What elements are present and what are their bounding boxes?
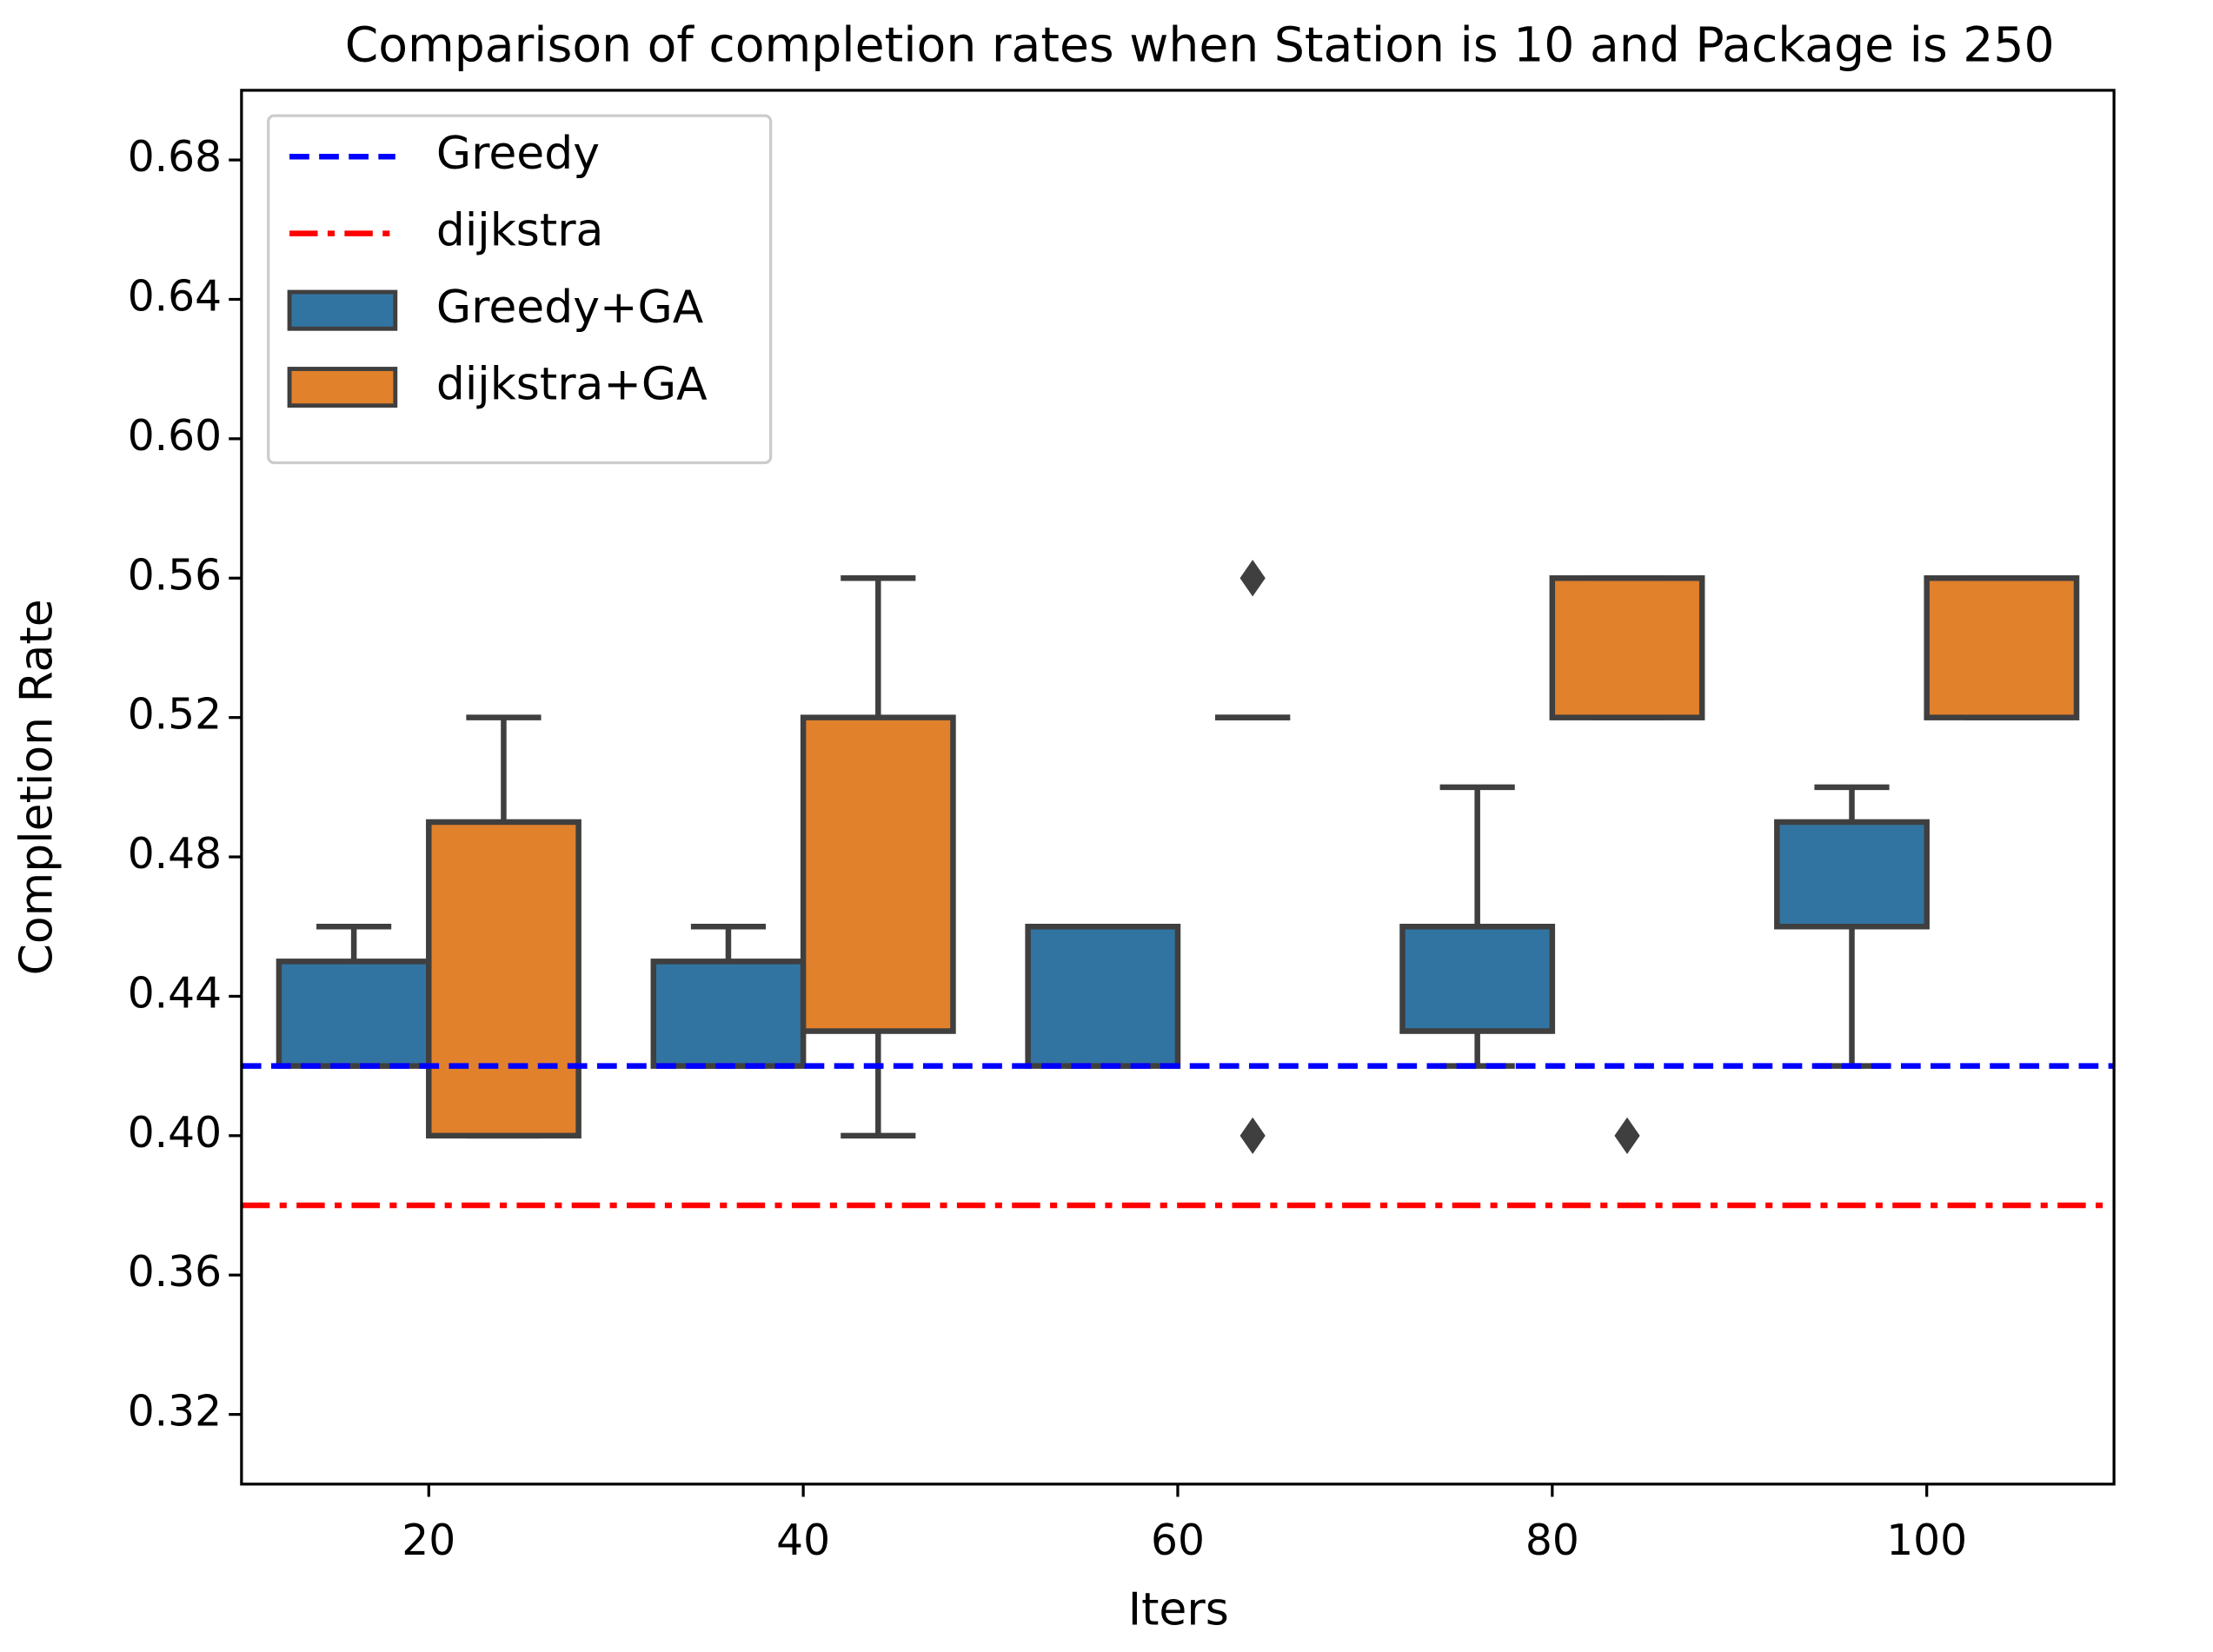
- legend-label: dijkstra+GA: [436, 359, 708, 411]
- outlier: [1239, 1117, 1266, 1154]
- legend-swatch: [287, 367, 398, 408]
- y-tick-label: 0.60: [128, 412, 222, 461]
- legend-label: dijkstra: [436, 205, 604, 257]
- y-tick-label: 0.44: [128, 969, 222, 1018]
- outlier: [1239, 560, 1266, 597]
- box: [1025, 924, 1181, 1069]
- x-tick-label: 80: [1525, 1516, 1579, 1565]
- y-axis-label: Completion Rate: [11, 599, 63, 975]
- y-tick-label: 0.52: [128, 691, 222, 740]
- chart-title: Comparison of completion rates when Stat…: [345, 17, 2055, 73]
- box: [1774, 819, 1930, 930]
- box: [1924, 575, 2080, 720]
- outlier: [1614, 1117, 1640, 1154]
- y-tick-label: 0.56: [128, 551, 222, 600]
- legend-label: Greedy: [436, 128, 600, 180]
- y-tick-label: 0.68: [128, 133, 222, 182]
- box: [650, 959, 807, 1069]
- box: [276, 959, 432, 1069]
- box: [1549, 575, 1705, 720]
- y-tick-label: 0.48: [128, 830, 222, 879]
- x-tick-label: 20: [402, 1516, 455, 1565]
- y-tick-label: 0.64: [128, 272, 222, 321]
- x-axis-label: Iters: [1128, 1584, 1229, 1636]
- x-tick-label: 100: [1886, 1516, 1967, 1565]
- x-tick-label: 60: [1151, 1516, 1205, 1565]
- plot-frame: [240, 89, 2116, 1486]
- x-tick-label: 40: [776, 1516, 830, 1565]
- legend-label: Greedy+GA: [436, 282, 704, 334]
- box: [800, 714, 956, 1034]
- box: [426, 819, 581, 1139]
- box: [1399, 924, 1556, 1034]
- legend-swatch: [287, 289, 398, 331]
- y-tick-label: 0.40: [128, 1109, 222, 1158]
- y-tick-label: 0.32: [128, 1388, 222, 1436]
- y-tick-label: 0.36: [128, 1248, 222, 1297]
